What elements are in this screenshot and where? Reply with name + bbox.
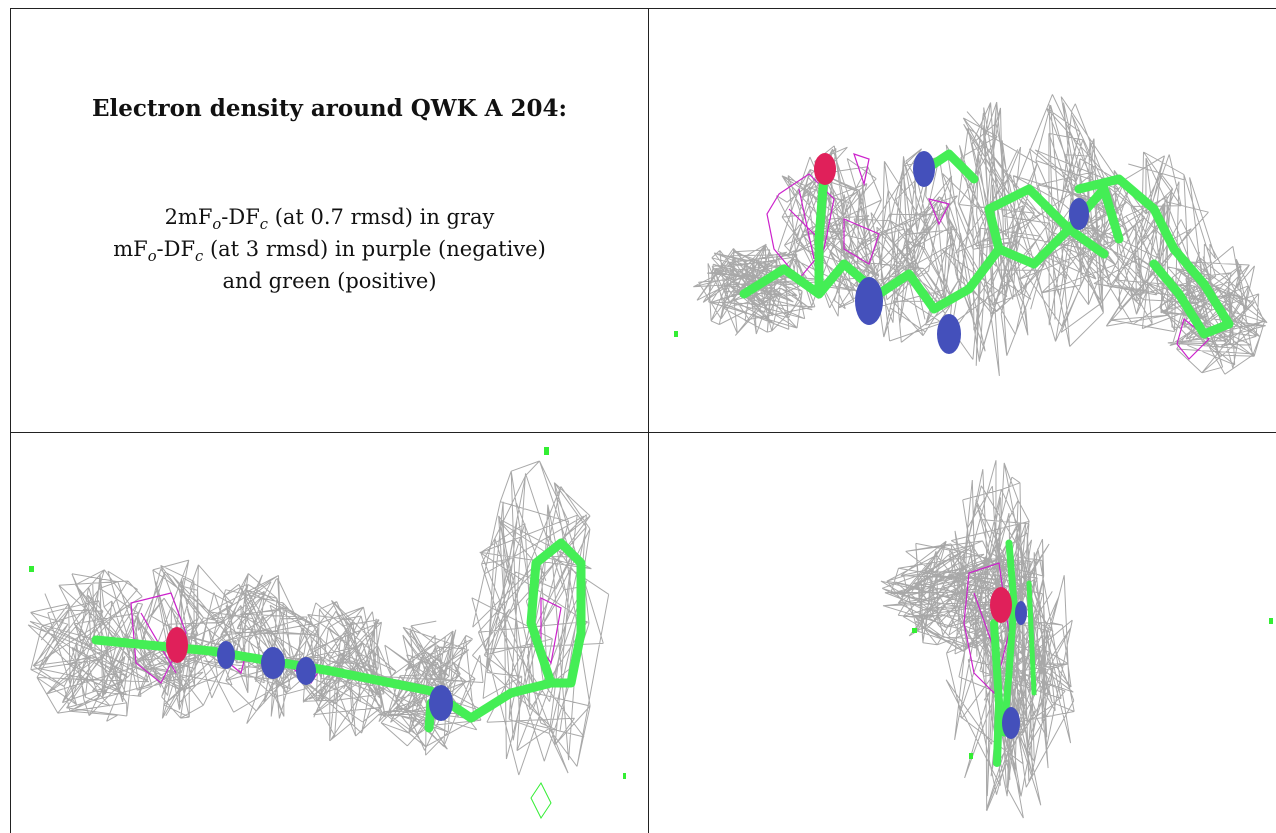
- view-bottom-right: [649, 433, 1276, 833]
- density-render-top-right: [674, 94, 1268, 376]
- caption-line-2mfo: 2mFo-DFc (at 0.7 rmsd) in gray: [164, 205, 495, 234]
- nitrogen-atoms: [217, 641, 453, 721]
- table-border-left: [10, 8, 11, 833]
- view-top-right: [649, 9, 1276, 432]
- table-border-top: [10, 8, 1276, 9]
- caption-cell: Electron density around QWK A 204: 2mFo-…: [11, 9, 648, 432]
- purple-mesh-negative: [766, 153, 1210, 360]
- density-render-bottom-right: [880, 460, 1273, 819]
- caption-line-mfo: mFo-DFc (at 3 rmsd) in purple (negative): [113, 237, 546, 266]
- gray-mesh-2mfo: [693, 94, 1268, 376]
- gray-mesh-2mfo: [27, 460, 610, 776]
- caption-description: 2mFo-DFc (at 0.7 rmsd) in gray mFo-DFc (…: [11, 203, 648, 295]
- nitrogen-atoms: [1002, 601, 1027, 739]
- caption-title: Electron density around QWK A 204:: [92, 95, 567, 122]
- table-divider-middle: [10, 432, 1276, 433]
- figure-table: Electron density around QWK A 204: 2mFo-…: [10, 8, 1276, 833]
- green-mesh-positive: [29, 447, 626, 819]
- oxygen-atoms: [990, 587, 1012, 623]
- table-divider-center: [648, 8, 649, 833]
- green-mesh-positive: [912, 618, 1273, 759]
- caption-line-green: and green (positive): [222, 269, 437, 294]
- nitrogen-atoms: [855, 151, 1089, 354]
- oxygen-atoms: [166, 627, 188, 663]
- density-render-bottom-left: [27, 447, 626, 819]
- green-mesh-positive: [674, 331, 678, 337]
- gray-mesh-2mfo: [880, 460, 1075, 819]
- ligand-bonds: [990, 539, 1037, 767]
- oxygen-atoms: [814, 153, 836, 185]
- view-bottom-left: [11, 433, 648, 833]
